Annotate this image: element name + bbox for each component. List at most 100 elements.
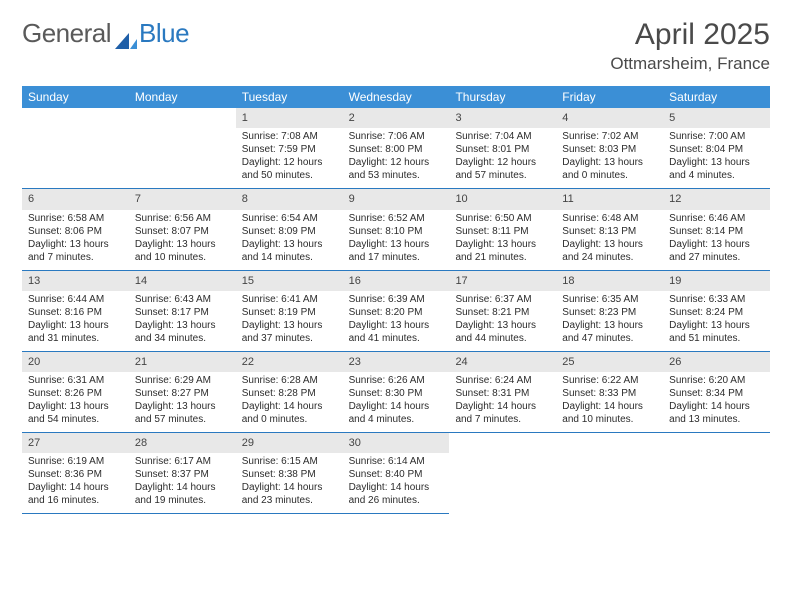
cell-line: Daylight: 13 hours and 41 minutes.	[349, 319, 444, 345]
cell-line: Daylight: 13 hours and 24 minutes.	[562, 238, 657, 264]
week-row: 6Sunrise: 6:58 AMSunset: 8:06 PMDaylight…	[22, 189, 770, 270]
cell-line: Sunrise: 7:08 AM	[242, 130, 337, 143]
brand-word-1: General	[22, 18, 111, 49]
cell-body: Sunrise: 6:39 AMSunset: 8:20 PMDaylight:…	[343, 291, 450, 351]
day-number: 6	[22, 189, 129, 209]
day-number	[129, 108, 236, 128]
cell-line: Sunset: 8:24 PM	[669, 306, 764, 319]
cell-line: Daylight: 12 hours and 53 minutes.	[349, 156, 444, 182]
week-row: 20Sunrise: 6:31 AMSunset: 8:26 PMDayligh…	[22, 352, 770, 433]
cell-line: Sunset: 8:40 PM	[349, 468, 444, 481]
cell-line: Sunset: 8:01 PM	[455, 143, 550, 156]
day-number: 23	[343, 352, 450, 372]
cell-line: Sunset: 8:27 PM	[135, 387, 230, 400]
cell-body: Sunrise: 6:58 AMSunset: 8:06 PMDaylight:…	[22, 210, 129, 270]
cell-line: Sunrise: 6:37 AM	[455, 293, 550, 306]
cell-line: Sunset: 8:23 PM	[562, 306, 657, 319]
weeks-container: 1Sunrise: 7:08 AMSunset: 7:59 PMDaylight…	[22, 108, 770, 514]
day-header: Friday	[556, 86, 663, 108]
cell-body: Sunrise: 6:50 AMSunset: 8:11 PMDaylight:…	[449, 210, 556, 270]
day-number: 19	[663, 271, 770, 291]
cell-line: Daylight: 13 hours and 14 minutes.	[242, 238, 337, 264]
cell-line: Sunset: 8:17 PM	[135, 306, 230, 319]
calendar-cell: 3Sunrise: 7:04 AMSunset: 8:01 PMDaylight…	[449, 108, 556, 189]
calendar-cell: 19Sunrise: 6:33 AMSunset: 8:24 PMDayligh…	[663, 271, 770, 352]
cell-body: Sunrise: 6:31 AMSunset: 8:26 PMDaylight:…	[22, 372, 129, 432]
calendar-cell: 5Sunrise: 7:00 AMSunset: 8:04 PMDaylight…	[663, 108, 770, 189]
day-number: 16	[343, 271, 450, 291]
calendar-cell: 11Sunrise: 6:48 AMSunset: 8:13 PMDayligh…	[556, 189, 663, 270]
cell-body: Sunrise: 6:56 AMSunset: 8:07 PMDaylight:…	[129, 210, 236, 270]
cell-line: Sunset: 8:20 PM	[349, 306, 444, 319]
calendar-cell: 21Sunrise: 6:29 AMSunset: 8:27 PMDayligh…	[129, 352, 236, 433]
cell-line: Daylight: 14 hours and 23 minutes.	[242, 481, 337, 507]
calendar-cell: 18Sunrise: 6:35 AMSunset: 8:23 PMDayligh…	[556, 271, 663, 352]
cell-line: Daylight: 14 hours and 16 minutes.	[28, 481, 123, 507]
cell-line: Daylight: 13 hours and 44 minutes.	[455, 319, 550, 345]
cell-body: Sunrise: 6:41 AMSunset: 8:19 PMDaylight:…	[236, 291, 343, 351]
cell-body: Sunrise: 6:52 AMSunset: 8:10 PMDaylight:…	[343, 210, 450, 270]
cell-line: Sunrise: 6:28 AM	[242, 374, 337, 387]
cell-line: Sunrise: 6:14 AM	[349, 455, 444, 468]
calendar-grid: SundayMondayTuesdayWednesdayThursdayFrid…	[22, 86, 770, 514]
calendar-cell: 7Sunrise: 6:56 AMSunset: 8:07 PMDaylight…	[129, 189, 236, 270]
calendar-cell	[556, 433, 663, 514]
calendar-cell: 23Sunrise: 6:26 AMSunset: 8:30 PMDayligh…	[343, 352, 450, 433]
cell-line: Daylight: 13 hours and 34 minutes.	[135, 319, 230, 345]
cell-body: Sunrise: 6:54 AMSunset: 8:09 PMDaylight:…	[236, 210, 343, 270]
day-number: 15	[236, 271, 343, 291]
cell-line: Daylight: 12 hours and 57 minutes.	[455, 156, 550, 182]
cell-body: Sunrise: 6:14 AMSunset: 8:40 PMDaylight:…	[343, 453, 450, 513]
cell-body: Sunrise: 7:00 AMSunset: 8:04 PMDaylight:…	[663, 128, 770, 188]
cell-line: Sunset: 8:28 PM	[242, 387, 337, 400]
day-number: 18	[556, 271, 663, 291]
cell-line: Sunrise: 6:41 AM	[242, 293, 337, 306]
cell-line: Sunrise: 6:20 AM	[669, 374, 764, 387]
cell-line: Sunset: 8:03 PM	[562, 143, 657, 156]
cell-line: Sunset: 8:09 PM	[242, 225, 337, 238]
cell-line: Daylight: 14 hours and 4 minutes.	[349, 400, 444, 426]
day-number: 11	[556, 189, 663, 209]
day-number: 4	[556, 108, 663, 128]
cell-line: Daylight: 13 hours and 37 minutes.	[242, 319, 337, 345]
cell-line: Daylight: 14 hours and 7 minutes.	[455, 400, 550, 426]
calendar-cell: 24Sunrise: 6:24 AMSunset: 8:31 PMDayligh…	[449, 352, 556, 433]
cell-line: Sunset: 8:34 PM	[669, 387, 764, 400]
cell-line: Daylight: 13 hours and 4 minutes.	[669, 156, 764, 182]
cell-line: Sunset: 8:07 PM	[135, 225, 230, 238]
cell-line: Sunrise: 6:44 AM	[28, 293, 123, 306]
calendar-cell: 9Sunrise: 6:52 AMSunset: 8:10 PMDaylight…	[343, 189, 450, 270]
calendar-cell: 12Sunrise: 6:46 AMSunset: 8:14 PMDayligh…	[663, 189, 770, 270]
cell-body: Sunrise: 7:02 AMSunset: 8:03 PMDaylight:…	[556, 128, 663, 188]
cell-line: Sunrise: 6:58 AM	[28, 212, 123, 225]
cell-line: Sunrise: 7:04 AM	[455, 130, 550, 143]
calendar-cell: 26Sunrise: 6:20 AMSunset: 8:34 PMDayligh…	[663, 352, 770, 433]
cell-line: Daylight: 13 hours and 47 minutes.	[562, 319, 657, 345]
cell-line: Sunrise: 6:24 AM	[455, 374, 550, 387]
cell-line: Sunset: 8:37 PM	[135, 468, 230, 481]
day-number: 28	[129, 433, 236, 453]
cell-line: Sunrise: 6:22 AM	[562, 374, 657, 387]
cell-body	[663, 453, 770, 513]
day-number: 17	[449, 271, 556, 291]
day-number: 24	[449, 352, 556, 372]
cell-body: Sunrise: 6:48 AMSunset: 8:13 PMDaylight:…	[556, 210, 663, 270]
day-number: 10	[449, 189, 556, 209]
cell-body: Sunrise: 6:33 AMSunset: 8:24 PMDaylight:…	[663, 291, 770, 351]
calendar-cell: 15Sunrise: 6:41 AMSunset: 8:19 PMDayligh…	[236, 271, 343, 352]
cell-line: Daylight: 12 hours and 50 minutes.	[242, 156, 337, 182]
cell-line: Sunset: 8:26 PM	[28, 387, 123, 400]
calendar-cell	[663, 433, 770, 514]
cell-line: Sunrise: 6:15 AM	[242, 455, 337, 468]
week-row: 1Sunrise: 7:08 AMSunset: 7:59 PMDaylight…	[22, 108, 770, 189]
day-number	[22, 108, 129, 128]
cell-line: Daylight: 13 hours and 31 minutes.	[28, 319, 123, 345]
cell-line: Daylight: 13 hours and 0 minutes.	[562, 156, 657, 182]
day-number: 14	[129, 271, 236, 291]
cell-line: Sunrise: 6:33 AM	[669, 293, 764, 306]
calendar-cell: 13Sunrise: 6:44 AMSunset: 8:16 PMDayligh…	[22, 271, 129, 352]
cell-line: Sunset: 8:30 PM	[349, 387, 444, 400]
calendar-cell: 6Sunrise: 6:58 AMSunset: 8:06 PMDaylight…	[22, 189, 129, 270]
cell-line: Sunrise: 7:02 AM	[562, 130, 657, 143]
sail-icon	[115, 25, 137, 43]
